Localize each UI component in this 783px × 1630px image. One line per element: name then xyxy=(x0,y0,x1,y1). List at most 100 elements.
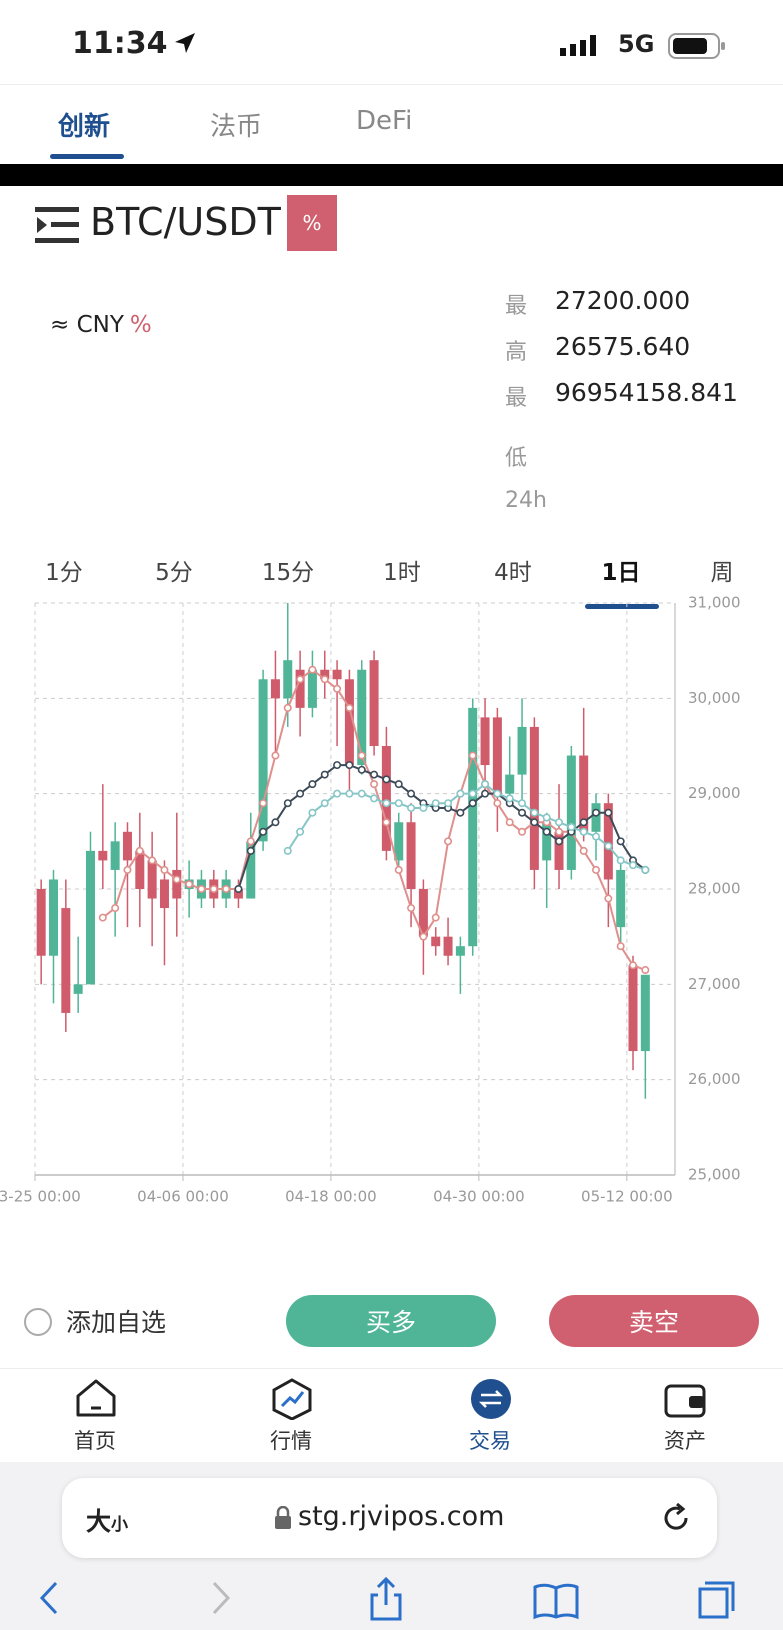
category-tab[interactable]: 法币 xyxy=(210,112,263,142)
ma-point xyxy=(493,789,502,798)
x-tick-label: 04-18 00:00 xyxy=(285,1188,377,1206)
ma-point xyxy=(333,684,342,693)
browser-toolbar xyxy=(39,1576,735,1621)
period[interactable]: 1时 xyxy=(383,560,421,586)
candle-body xyxy=(344,679,354,766)
period[interactable]: 4时 xyxy=(494,560,532,586)
share-button[interactable] xyxy=(370,1576,402,1621)
category-tab[interactable]: DeFi xyxy=(356,106,413,136)
ma-point xyxy=(296,789,305,798)
candle-body xyxy=(431,936,441,947)
tabs-button[interactable] xyxy=(698,1581,735,1619)
ma-point xyxy=(370,770,379,779)
ma-point xyxy=(320,799,329,808)
change-badge: % xyxy=(287,195,337,251)
x-tick-label: 03-25 00:00 xyxy=(0,1188,81,1206)
candle-body xyxy=(36,889,46,956)
candle-body xyxy=(492,717,502,794)
ma-point xyxy=(320,675,329,684)
ma-point xyxy=(370,794,379,803)
ma-point xyxy=(283,846,292,855)
ma-point xyxy=(629,961,638,970)
nav-item[interactable]: 交易 xyxy=(469,1429,511,1453)
forward-button[interactable] xyxy=(212,1581,231,1615)
ma-point xyxy=(160,865,169,874)
ma-point xyxy=(616,942,625,951)
ma-point xyxy=(394,865,403,874)
period[interactable]: 周 xyxy=(710,560,734,586)
candle-body xyxy=(159,879,169,909)
ma-point xyxy=(320,770,329,779)
stat-value: 26575.640 xyxy=(555,332,691,361)
ma-point xyxy=(394,799,403,808)
ma-point xyxy=(530,818,539,827)
watchlist-checkbox[interactable] xyxy=(24,1308,52,1336)
ma-point xyxy=(296,675,305,684)
market-icon[interactable] xyxy=(270,1378,314,1420)
nav-item[interactable]: 行情 xyxy=(270,1429,312,1453)
ma-point xyxy=(98,913,107,922)
ma-point xyxy=(407,789,416,798)
candle-body xyxy=(270,679,280,699)
reload-icon[interactable] xyxy=(660,1502,692,1534)
candle-body xyxy=(307,669,317,708)
assets-icon[interactable] xyxy=(663,1380,707,1420)
candle-body xyxy=(616,869,626,928)
ma-point xyxy=(616,856,625,865)
candle-body xyxy=(579,755,589,832)
candle-body xyxy=(542,822,552,861)
trade-icon[interactable] xyxy=(470,1378,512,1420)
network-label: 5G xyxy=(618,30,655,58)
candle-body xyxy=(73,984,83,994)
text-size-small: 小 xyxy=(111,1515,129,1535)
ma-point xyxy=(234,884,243,893)
candle-body xyxy=(122,831,132,861)
cny-percent: % xyxy=(129,312,152,338)
y-tick-label: 27,000 xyxy=(688,975,741,993)
address-bar[interactable] xyxy=(62,1478,717,1558)
ma-point xyxy=(345,789,354,798)
ma-point xyxy=(357,789,366,798)
text-size[interactable]: 大小 xyxy=(86,1502,128,1538)
home-icon[interactable] xyxy=(74,1378,118,1418)
ma-point xyxy=(505,794,514,803)
pair-symbol: BTC/USDT xyxy=(90,200,281,244)
location-icon xyxy=(175,33,195,53)
stat-label: 最 xyxy=(505,294,528,319)
buy-button[interactable]: 买多 xyxy=(286,1295,496,1347)
back-button[interactable] xyxy=(39,1581,58,1615)
period[interactable]: 1分 xyxy=(45,560,83,586)
ma-point xyxy=(604,894,613,903)
ma-point xyxy=(555,827,564,836)
sell-button[interactable]: 卖空 xyxy=(549,1295,759,1347)
candle-body xyxy=(135,850,145,889)
ma-point xyxy=(185,880,194,889)
nav-item[interactable]: 首页 xyxy=(74,1429,116,1453)
url[interactable]: stg.rjvipos.com xyxy=(298,1501,505,1532)
candle-body xyxy=(529,726,539,870)
candlestick-chart: 25,000 26,000 27,000 28,000 29,000 30,000 31,0… xyxy=(0,594,741,1206)
candle-body xyxy=(320,669,330,680)
period[interactable]: 5分 xyxy=(155,560,193,586)
candle-body xyxy=(85,850,95,985)
menu-icon[interactable] xyxy=(35,205,81,245)
watchlist-label[interactable]: 添加自选 xyxy=(66,1308,167,1337)
candle-body xyxy=(295,669,305,708)
bookmarks-button[interactable] xyxy=(533,1583,579,1620)
ma-point xyxy=(481,789,490,798)
period[interactable]: 1日 xyxy=(601,560,641,586)
ma-point xyxy=(518,799,527,808)
ma-point xyxy=(481,780,490,789)
category-tab[interactable]: 创新 xyxy=(58,112,111,142)
ma-point xyxy=(444,837,453,846)
cny-label: ≈ CNY xyxy=(50,312,124,338)
stat-label: 低 xyxy=(505,446,528,471)
ma-point xyxy=(333,789,342,798)
period[interactable]: 15分 xyxy=(261,560,315,586)
nav-item[interactable]: 资产 xyxy=(664,1429,706,1453)
ma-point xyxy=(579,818,588,827)
ma-point xyxy=(431,913,440,922)
ma-point xyxy=(555,837,564,846)
candle-body xyxy=(455,946,465,956)
ma-point xyxy=(407,803,416,812)
